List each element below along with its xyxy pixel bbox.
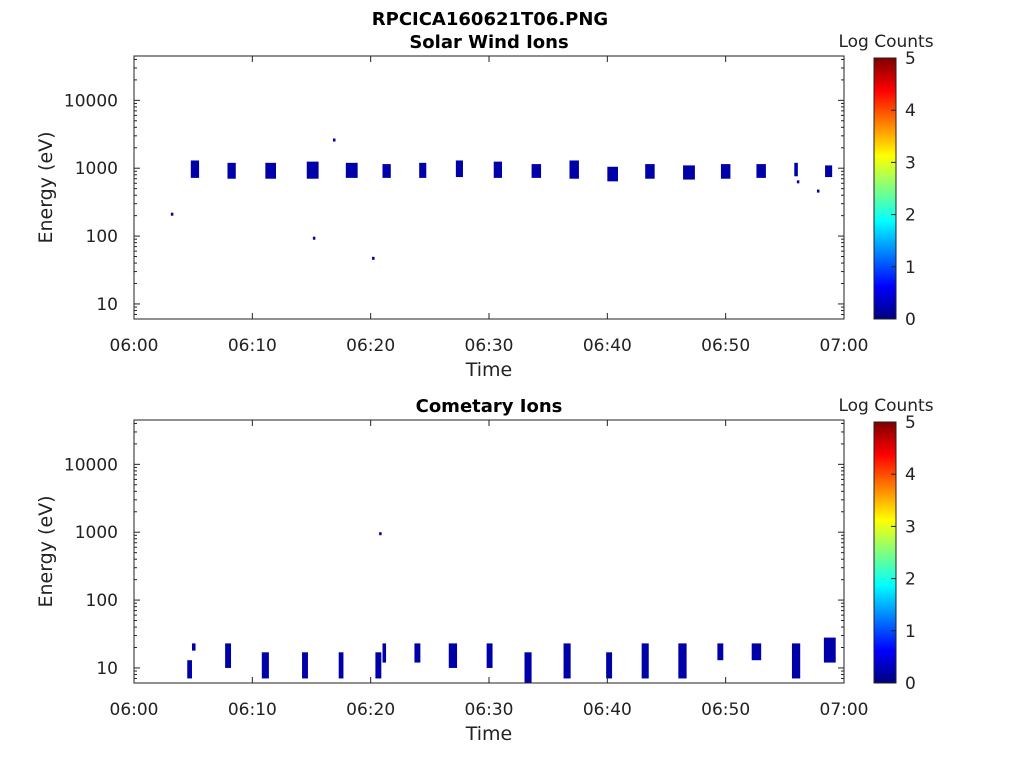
count-block [187,660,192,679]
count-block [382,164,391,178]
y-tick-label: 1000 [75,523,118,543]
count-block [345,162,358,178]
count-block [794,162,798,177]
count-block [563,643,571,679]
count-point [816,189,820,193]
data-marks [187,532,836,683]
x-tick-label: 06:20 [346,336,395,356]
colorbar-tick-label: 3 [905,517,916,537]
count-block [683,165,695,180]
count-block [419,162,427,178]
count-block [227,162,236,179]
x-tick-label: 07:00 [820,336,869,356]
count-point [170,212,174,216]
x-tick-label: 06:40 [583,336,632,356]
x-tick-label: 06:10 [228,700,277,720]
colorbar-tick-label: 5 [905,49,916,69]
count-point [332,138,336,142]
count-block [569,160,579,179]
x-tick-label: 06:30 [465,336,514,356]
colorbar-tick-label: 5 [905,413,916,433]
count-block [524,652,532,683]
colorbar-tick-label: 0 [905,674,916,694]
count-block [265,162,276,179]
colorbar-tick-label: 1 [905,622,916,642]
panel-solar-wind: Solar Wind Ions 06:00 06:10 06:20 06:30 06:40… [35,32,934,381]
panel-title: Solar Wind Ions [409,32,568,53]
count-block [607,166,618,182]
y-axis-label: Energy (eV) [35,131,57,243]
count-block [756,164,766,178]
count-block [455,160,463,178]
y-axis-label: Energy (eV) [35,495,57,607]
count-block [486,643,493,668]
colorbar-tick-label: 4 [905,465,916,485]
colorbar-gradient [873,421,897,684]
count-block [448,643,458,668]
count-block [720,164,731,179]
x-tick-label: 06:00 [110,336,159,356]
colorbar-tick-label: 1 [905,258,916,278]
panel-title: Cometary Ions [416,396,563,417]
count-block [493,161,503,178]
axes-frame [133,55,845,320]
y-tick-label: 10 [96,659,118,679]
x-axis-label: Time [465,359,513,381]
data-marks [170,138,833,260]
x-tick-label: 07:00 [820,700,869,720]
x-tick-label: 06:10 [228,336,277,356]
count-block [190,160,200,178]
count-block [414,643,421,663]
count-block [306,161,319,179]
x-tick-label: 06:20 [346,700,395,720]
count-block [641,643,649,679]
count-point [379,532,382,536]
x-axis-label: Time [465,723,513,745]
colorbar-tick-label: 2 [905,570,916,590]
colorbar-tick-label: 2 [905,206,916,226]
y-tick-label: 1000 [75,159,118,179]
x-tick-label: 06:40 [583,700,632,720]
count-block [825,165,833,178]
count-block [382,643,387,663]
x-tick-label: 06:00 [110,700,159,720]
count-block [191,643,196,651]
panel-cometary: Cometary Ions 06:00 06:10 06:20 06:30 06:40 06… [35,396,934,745]
count-block [678,643,687,679]
count-block [751,643,762,661]
count-block [225,643,232,668]
count-point [312,236,316,240]
count-block [531,164,542,178]
count-block [261,652,269,679]
count-block [606,652,613,679]
count-block [645,164,655,179]
count-block [791,643,801,679]
colorbar-label: Log Counts [838,396,933,416]
colorbar-tick-label: 4 [905,101,916,121]
y-tick-label: 100 [86,591,118,611]
y-tick-label: 10 [96,295,118,315]
colorbar-tick-label: 3 [905,153,916,173]
count-point [796,180,800,184]
x-tick-label: 06:50 [701,700,750,720]
x-tick-label: 06:50 [701,336,750,356]
count-point [372,256,375,260]
colorbar-gradient [873,57,897,320]
count-block [823,637,836,663]
colorbar-label: Log Counts [838,32,933,52]
count-block [375,652,382,679]
count-block [338,652,344,679]
y-tick-label: 10000 [64,455,118,475]
figure-title: RPCICA160621T06.PNG [372,9,608,30]
count-block [302,652,308,679]
x-tick-label: 06:30 [465,700,514,720]
y-tick-label: 100 [86,227,118,247]
count-block [717,643,724,661]
y-tick-label: 10000 [64,91,118,111]
colorbar-tick-label: 0 [905,310,916,330]
